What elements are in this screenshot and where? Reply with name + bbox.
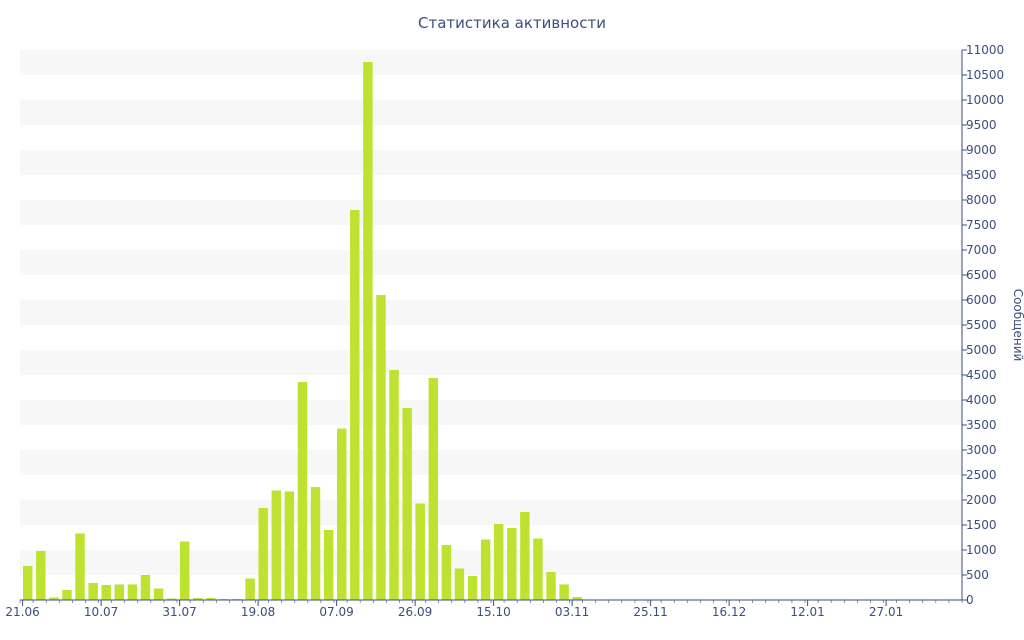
x-tick-label: 25.11 <box>633 605 667 619</box>
bar <box>415 503 425 600</box>
bar <box>546 572 556 600</box>
bar <box>245 578 255 600</box>
bar <box>402 408 412 600</box>
bar <box>114 584 124 600</box>
bar <box>180 541 190 600</box>
y-tick-label: 1000 <box>966 543 997 557</box>
bar <box>376 295 386 600</box>
bar <box>166 598 177 600</box>
grid-band <box>20 400 962 425</box>
bar <box>441 545 452 600</box>
x-tick-label: 07.09 <box>319 605 353 619</box>
x-tick-label: 21.06 <box>5 605 39 619</box>
x-tick-label: 31.07 <box>162 605 196 619</box>
bar <box>75 533 85 600</box>
y-tick-label: 3000 <box>966 443 997 457</box>
x-tick-label: 26.09 <box>398 605 432 619</box>
bar <box>350 210 360 600</box>
bar <box>36 551 46 600</box>
grid-band <box>20 450 962 475</box>
y-tick-label: 500 <box>966 568 989 582</box>
bar <box>389 370 399 600</box>
grid-band <box>20 100 962 125</box>
y-tick-label: 7500 <box>966 218 997 232</box>
grid-band <box>20 300 962 325</box>
bar <box>258 508 268 600</box>
bar <box>271 490 281 600</box>
y-tick-label: 2500 <box>966 468 997 482</box>
y-tick-label: 6000 <box>966 293 997 307</box>
bar <box>494 524 504 600</box>
grid-band <box>20 200 962 225</box>
grid-band <box>20 550 962 575</box>
chart-title: Статистика активности <box>418 14 606 32</box>
y-tick-label: 0 <box>966 593 974 607</box>
y-tick-label: 10000 <box>966 93 1004 107</box>
x-tick-label: 15.10 <box>476 605 510 619</box>
bar <box>206 598 216 600</box>
bar <box>454 568 465 600</box>
y-tick-label: 2000 <box>966 493 997 507</box>
x-tick-label: 10.07 <box>84 605 118 619</box>
grid-band <box>20 50 962 75</box>
y-axis-label: Сообщений <box>1011 289 1024 362</box>
x-tick-label: 19.08 <box>241 605 275 619</box>
bar <box>127 584 138 600</box>
bar <box>49 597 59 600</box>
x-tick-label: 03.11 <box>555 605 589 619</box>
bar <box>507 528 517 600</box>
y-tick-label: 9500 <box>966 118 997 132</box>
bar <box>323 530 334 600</box>
bar <box>480 539 491 600</box>
bar <box>559 584 569 600</box>
grid-band <box>20 350 962 375</box>
grid-band <box>20 150 962 175</box>
bar <box>533 538 543 600</box>
grid-band <box>20 250 962 275</box>
bar <box>284 491 295 600</box>
bar <box>101 585 111 600</box>
bar <box>337 428 347 600</box>
y-tick-label: 10500 <box>966 68 1004 82</box>
x-tick-label: 27.01 <box>869 605 903 619</box>
bar <box>310 487 321 600</box>
y-tick-label: 11000 <box>966 43 1004 57</box>
bar <box>153 588 164 600</box>
bar <box>520 512 530 600</box>
y-tick-label: 4000 <box>966 393 997 407</box>
bar <box>62 590 72 600</box>
bar <box>297 382 308 600</box>
y-tick-label: 1500 <box>966 518 997 532</box>
y-tick-label: 4500 <box>966 368 997 382</box>
bar <box>467 576 478 600</box>
y-tick-label: 9000 <box>966 143 997 157</box>
y-tick-label: 8500 <box>966 168 997 182</box>
y-tick-label: 8000 <box>966 193 997 207</box>
bar <box>572 597 582 600</box>
y-tick-label: 3500 <box>966 418 997 432</box>
bar <box>88 583 98 600</box>
x-tick-label: 12.01 <box>790 605 824 619</box>
y-tick-label: 6500 <box>966 268 997 282</box>
grid-band <box>20 500 962 525</box>
y-tick-label: 5000 <box>966 343 997 357</box>
y-tick-label: 7000 <box>966 243 997 257</box>
bar <box>23 566 33 600</box>
bar <box>363 62 373 600</box>
bar <box>428 378 438 600</box>
y-tick-label: 5500 <box>966 318 997 332</box>
bar <box>193 598 203 600</box>
x-tick-label: 16.12 <box>712 605 746 619</box>
bar <box>140 575 151 600</box>
